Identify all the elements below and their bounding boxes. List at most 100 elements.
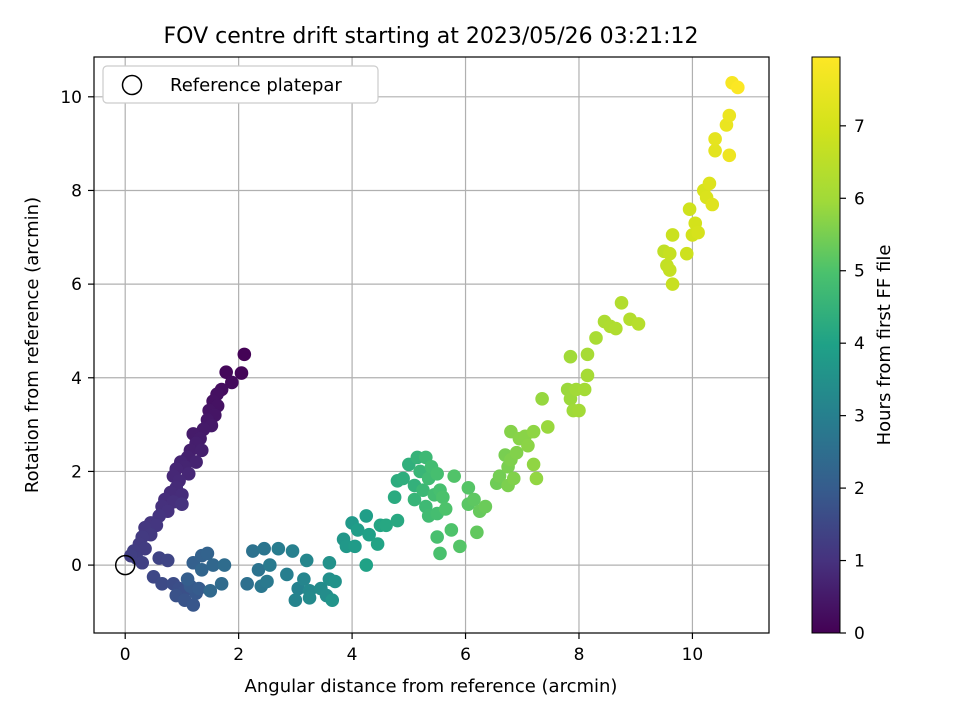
y-axis-label: Rotation from reference (arcmin) — [22, 197, 43, 493]
data-point — [609, 321, 623, 336]
legend-box — [102, 65, 379, 104]
data-point — [234, 366, 249, 380]
data-point — [722, 148, 737, 163]
plot-frame — [93, 56, 770, 634]
data-point — [540, 420, 555, 434]
data-point — [708, 132, 722, 146]
data-point — [138, 541, 152, 556]
data-point — [192, 581, 206, 596]
data-point — [526, 457, 541, 472]
data-point — [535, 392, 549, 406]
data-point — [155, 577, 169, 591]
data-point — [577, 382, 592, 397]
y-tick-label: 6 — [71, 275, 82, 295]
data-point — [430, 466, 444, 481]
data-point — [322, 555, 337, 570]
data-point — [288, 593, 303, 608]
data-point — [359, 509, 374, 523]
data-point — [444, 523, 459, 537]
legend: Reference platepar — [102, 65, 379, 104]
data-point — [246, 544, 260, 558]
data-point — [379, 518, 393, 533]
data-point — [225, 375, 239, 390]
data-point — [189, 455, 203, 469]
data-point — [135, 555, 150, 570]
data-point — [691, 225, 705, 240]
x-axis-label: Angular distance from reference (arcmin) — [245, 676, 618, 697]
y-tick-label: 10 — [60, 88, 82, 108]
data-point — [580, 347, 595, 362]
data-point — [348, 539, 362, 554]
data-point — [362, 527, 376, 542]
y-tick-label: 8 — [71, 181, 82, 201]
data-point — [631, 317, 646, 331]
data-point — [325, 593, 340, 608]
data-point — [506, 471, 521, 486]
y-tick-label: 2 — [71, 462, 82, 482]
data-point — [219, 365, 233, 379]
data-point — [370, 537, 385, 551]
colorbar-tick-label: 5 — [854, 262, 865, 282]
data-point — [297, 572, 311, 586]
data-point — [200, 546, 215, 561]
data-points — [124, 75, 745, 612]
data-point — [708, 143, 722, 158]
y-tick-label: 4 — [71, 369, 82, 389]
data-point — [263, 558, 277, 572]
data-point — [285, 544, 300, 558]
reference-platepar-marker — [114, 554, 136, 576]
data-point — [731, 80, 745, 95]
data-point — [260, 574, 274, 589]
data-point — [665, 277, 680, 291]
data-point — [186, 598, 201, 612]
colorbar-tick-label: 3 — [854, 407, 865, 427]
data-point — [194, 562, 209, 577]
data-point — [662, 246, 677, 261]
x-tick-label: 6 — [460, 645, 471, 665]
data-point — [521, 438, 535, 453]
data-point — [705, 197, 720, 212]
data-point — [280, 567, 294, 582]
legend-marker-icon — [121, 74, 143, 96]
data-point — [447, 469, 461, 483]
data-point — [257, 541, 271, 556]
data-point — [396, 471, 410, 486]
data-point — [436, 490, 450, 504]
data-point — [350, 523, 365, 537]
chart-title: FOV centre drift starting at 2023/05/26 … — [164, 24, 699, 49]
data-point — [203, 584, 218, 598]
colorbar-label: Hours from first FF file — [874, 245, 895, 446]
data-point — [580, 368, 595, 383]
x-tick-label: 0 — [120, 645, 131, 665]
y-axis-ticks: 0 2 4 6 8 10 — [60, 88, 94, 576]
data-point — [492, 469, 507, 483]
data-point — [390, 513, 405, 528]
data-point — [328, 574, 342, 589]
data-point — [217, 558, 232, 572]
colorbar-tick-label: 4 — [854, 334, 865, 354]
data-point — [702, 176, 717, 191]
data-point — [467, 492, 481, 507]
y-tick-label: 0 — [71, 556, 82, 576]
colorbar — [811, 56, 841, 634]
data-point — [302, 591, 317, 605]
data-point — [572, 403, 586, 418]
data-point — [359, 558, 374, 572]
data-point — [175, 497, 189, 512]
data-point — [529, 471, 544, 486]
legend-label: Reference platepar — [170, 75, 342, 96]
data-point — [124, 548, 138, 563]
data-point — [589, 331, 603, 345]
data-point — [470, 525, 484, 540]
data-point — [194, 443, 209, 458]
data-point — [271, 541, 286, 556]
colorbar-ticks: 0 1 2 3 4 5 6 7 — [840, 117, 865, 644]
data-point — [181, 466, 196, 481]
colorbar-tick-label: 0 — [854, 624, 865, 644]
data-point — [430, 530, 444, 544]
x-tick-label: 8 — [574, 645, 585, 665]
data-point — [682, 202, 697, 216]
data-point — [237, 347, 252, 362]
data-point — [478, 499, 493, 514]
